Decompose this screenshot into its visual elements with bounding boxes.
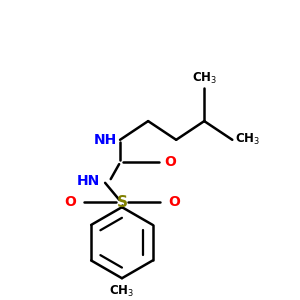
Text: O: O (64, 196, 76, 209)
Text: O: O (164, 155, 176, 169)
Text: CH$_3$: CH$_3$ (235, 132, 260, 147)
Text: HN: HN (77, 174, 101, 188)
Text: CH$_3$: CH$_3$ (110, 284, 134, 299)
Text: CH$_3$: CH$_3$ (192, 70, 217, 86)
Text: S: S (116, 195, 128, 210)
Text: NH: NH (94, 133, 117, 147)
Text: O: O (168, 196, 180, 209)
